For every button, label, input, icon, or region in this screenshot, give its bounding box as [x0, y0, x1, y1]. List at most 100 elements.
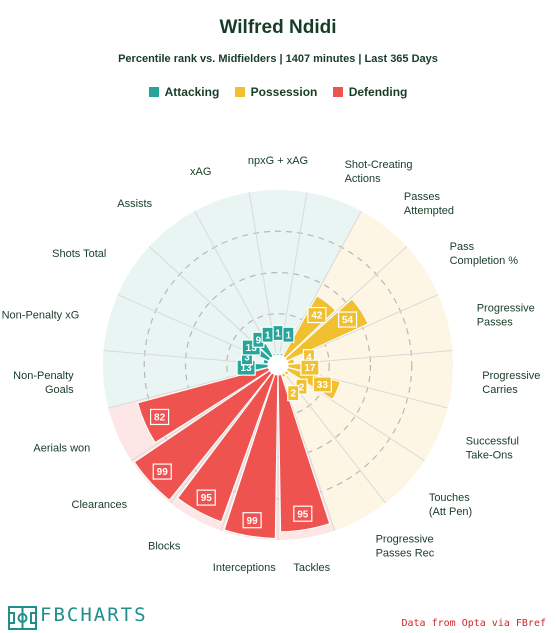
category-label-line: Passes: [477, 317, 514, 329]
category-label-line: Non-Penalty xG: [2, 310, 80, 322]
value-box-passes-attempted: [307, 306, 327, 324]
legend-item-defending: Defending: [332, 85, 408, 99]
category-label-line: Passes: [404, 191, 441, 203]
legend-item-possession: Possession: [234, 85, 318, 99]
logo-text: FBCHARTS: [40, 604, 148, 626]
value-label-aerials-won: 82: [154, 413, 166, 424]
category-label-successful-take-ons: Successful Take-Ons: [466, 435, 519, 461]
category-label-line: Take-Ons: [466, 449, 514, 461]
category-label-line: Touches: [429, 492, 470, 504]
spoke-line: [285, 246, 408, 359]
fbcharts-logo-icon: [8, 606, 37, 630]
category-label-shots-total: Shots Total: [52, 248, 106, 260]
category-label-line: Non-Penalty: [13, 370, 74, 382]
legend-swatch-possession: [234, 87, 245, 97]
category-label-line: Successful: [466, 435, 519, 447]
value-label-tackles: 95: [297, 509, 309, 520]
value-label-clearances: 99: [157, 467, 169, 478]
value-label-blocks: 95: [201, 493, 213, 504]
bar-xag: [271, 352, 277, 357]
category-label-line: Completion %: [450, 255, 519, 267]
category-label-clearances: Clearances: [72, 499, 128, 511]
bg-wedge-npxg-xag: [249, 190, 307, 356]
category-label-line: Attempted: [404, 205, 454, 217]
legend-label-attacking: Attacking: [164, 85, 220, 99]
category-label-line: Carries: [482, 384, 518, 396]
category-label-line: Interceptions: [213, 562, 276, 574]
value-label-progressive-passes-rec: 2: [290, 389, 296, 400]
value-label-shot-creating-actions: 1: [286, 330, 292, 341]
bar-aerials-won: [137, 366, 271, 444]
value-box-progressive-passes-rec: [287, 385, 300, 402]
value-box-blocks: [196, 489, 216, 506]
bg-wedge-shots-total: [117, 246, 271, 361]
category-label-non-penalty-xg: Non-Penalty xG: [2, 310, 80, 322]
spoke-line: [131, 370, 270, 462]
category-label-touches-att-pen: Touches (Att Pen): [429, 492, 472, 518]
category-label-line: Progressive: [482, 370, 540, 382]
bg-wedge-touches-att-pen: [284, 370, 425, 504]
bar-interceptions: [223, 373, 279, 539]
bg-wedge-progressive-passes: [287, 294, 453, 365]
value-label-pass-completion: 54: [342, 315, 354, 326]
category-label-interceptions: Interceptions: [213, 562, 276, 574]
category-label-line: (Att Pen): [429, 506, 472, 518]
value-box-aerials-won: [149, 408, 170, 426]
spoke-line: [282, 210, 362, 357]
value-label-non-penalty-goals: 13: [241, 363, 253, 374]
category-label-line: Progressive: [376, 533, 434, 545]
category-label-progressive-passes-rec: Progressive Passes Rec: [376, 533, 435, 559]
value-box-tackles: [293, 505, 313, 522]
legend-swatch-attacking: [148, 87, 159, 97]
value-box-successful-take-ons: [312, 376, 332, 393]
bar-npxg-xag: [275, 352, 281, 356]
value-box-shot-creating-actions: [282, 326, 295, 343]
category-label-line: xAG: [190, 166, 211, 178]
bar-tackles: [277, 373, 331, 533]
category-label-line: Clearances: [72, 499, 128, 511]
category-label-line: Tackles: [293, 562, 330, 574]
source-note: Data from Opta via FBref: [401, 618, 547, 629]
category-label-xag: xAG: [190, 166, 211, 178]
category-label-line: Assists: [117, 198, 152, 210]
chart-subtitle: Percentile rank vs. Midfielders | 1407 m…: [118, 53, 438, 65]
category-label-blocks: Blocks: [148, 540, 181, 552]
legend-label-possession: Possession: [250, 85, 318, 99]
value-label-progressive-passes: 4: [306, 353, 312, 364]
bg-wedge-non-penalty-xg: [103, 294, 269, 365]
bg-wedge-progressive-passes-rec: [281, 372, 386, 531]
bar-blocks: [176, 372, 276, 523]
category-label-line: Actions: [345, 173, 382, 185]
category-label-line: Passes Rec: [376, 547, 435, 559]
value-label-xag: 1: [265, 330, 271, 341]
category-label-line: Progressive: [477, 303, 535, 315]
category-label-non-penalty-goals: Non-Penalty Goals: [13, 370, 74, 396]
category-label-line: Shots Total: [52, 248, 106, 260]
legend-label-defending: Defending: [348, 85, 408, 99]
legend-item-attacking: Attacking: [148, 85, 220, 99]
category-label-line: Pass: [450, 241, 475, 253]
value-label-touches-att-pen: 2: [299, 382, 305, 393]
chart-title: Wilfred Ndidi: [219, 17, 337, 38]
category-label-line: Goals: [45, 384, 74, 396]
category-label-shot-creating-actions: Shot-Creating Actions: [345, 159, 413, 185]
value-label-shots-total: 13: [246, 343, 258, 354]
category-label-line: Aerials won: [33, 442, 90, 454]
value-label-non-penalty-xg: 3: [244, 353, 250, 364]
value-label-successful-take-ons: 33: [317, 380, 329, 391]
value-label-interceptions: 99: [247, 516, 259, 527]
category-label-aerials-won: Aerials won: [33, 442, 90, 454]
category-label-progressive-carries: Progressive Carries: [482, 370, 540, 396]
value-box-interceptions: [242, 512, 262, 529]
bg-wedge-assists: [149, 211, 274, 359]
category-label-progressive-passes: Progressive Passes: [477, 303, 535, 329]
category-label-line: Shot-Creating: [345, 159, 413, 171]
category-label-npxg-xag: npxG + xAG: [248, 155, 308, 167]
legend-swatch-defending: [332, 87, 343, 97]
spoke-line: [170, 372, 273, 504]
category-label-pass-completion: Pass Completion %: [450, 241, 519, 267]
spoke-line: [286, 370, 425, 462]
value-label-passes-attempted: 42: [311, 311, 323, 322]
category-label-tackles: Tackles: [293, 562, 330, 574]
